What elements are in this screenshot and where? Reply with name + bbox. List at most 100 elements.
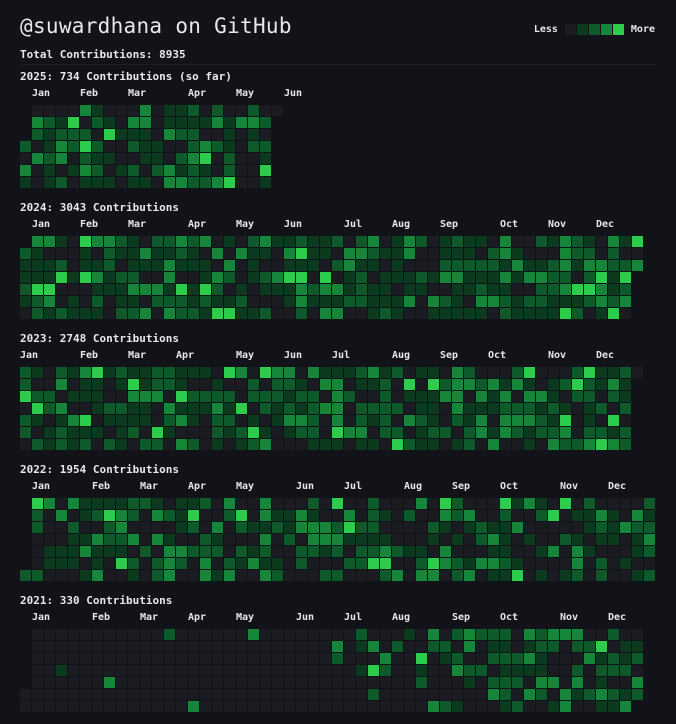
contribution-cell[interactable]	[68, 427, 79, 438]
contribution-cell[interactable]	[584, 427, 595, 438]
contribution-cell[interactable]	[440, 403, 451, 414]
contribution-cell[interactable]	[20, 153, 31, 164]
contribution-cell[interactable]	[464, 653, 475, 664]
contribution-cell[interactable]	[68, 403, 79, 414]
contribution-cell[interactable]	[260, 653, 271, 664]
contribution-cell[interactable]	[32, 570, 43, 581]
contribution-cell[interactable]	[272, 629, 283, 640]
contribution-cell[interactable]	[212, 439, 223, 450]
contribution-cell[interactable]	[164, 629, 175, 640]
contribution-cell[interactable]	[176, 427, 187, 438]
contribution-cell[interactable]	[104, 141, 115, 152]
contribution-cell[interactable]	[212, 689, 223, 700]
contribution-cell[interactable]	[200, 427, 211, 438]
contribution-cell[interactable]	[32, 558, 43, 569]
contribution-cell[interactable]	[572, 689, 583, 700]
contribution-cell[interactable]	[116, 367, 127, 378]
contribution-cell[interactable]	[416, 522, 427, 533]
contribution-cell[interactable]	[20, 427, 31, 438]
contribution-cell[interactable]	[272, 522, 283, 533]
contribution-cell[interactable]	[44, 546, 55, 557]
contribution-cell[interactable]	[524, 236, 535, 247]
contribution-cell[interactable]	[212, 534, 223, 545]
contribution-cell[interactable]	[176, 153, 187, 164]
contribution-cell[interactable]	[548, 522, 559, 533]
contribution-cell[interactable]	[404, 653, 415, 664]
contribution-cell[interactable]	[80, 677, 91, 688]
contribution-cell[interactable]	[332, 641, 343, 652]
contribution-cell[interactable]	[368, 272, 379, 283]
contribution-cell[interactable]	[56, 653, 67, 664]
contribution-cell[interactable]	[164, 284, 175, 295]
contribution-cell[interactable]	[212, 403, 223, 414]
contribution-cell[interactable]	[56, 129, 67, 140]
contribution-cell[interactable]	[248, 129, 259, 140]
contribution-cell[interactable]	[548, 379, 559, 390]
contribution-cell[interactable]	[404, 415, 415, 426]
contribution-cell[interactable]	[188, 415, 199, 426]
contribution-cell[interactable]	[428, 522, 439, 533]
contribution-cell[interactable]	[296, 272, 307, 283]
contribution-cell[interactable]	[500, 522, 511, 533]
contribution-cell[interactable]	[380, 391, 391, 402]
contribution-cell[interactable]	[608, 296, 619, 307]
contribution-cell[interactable]	[512, 308, 523, 319]
contribution-cell[interactable]	[68, 296, 79, 307]
contribution-cell[interactable]	[68, 522, 79, 533]
contribution-cell[interactable]	[344, 498, 355, 509]
contribution-cell[interactable]	[560, 272, 571, 283]
contribution-cell[interactable]	[224, 117, 235, 128]
contribution-cell[interactable]	[92, 689, 103, 700]
contribution-cell[interactable]	[176, 129, 187, 140]
contribution-cell[interactable]	[44, 439, 55, 450]
contribution-cell[interactable]	[296, 665, 307, 676]
contribution-cell[interactable]	[596, 653, 607, 664]
contribution-cell[interactable]	[236, 665, 247, 676]
contribution-cell[interactable]	[476, 284, 487, 295]
contribution-cell[interactable]	[512, 653, 523, 664]
contribution-cell[interactable]	[284, 641, 295, 652]
contribution-cell[interactable]	[380, 367, 391, 378]
contribution-cell[interactable]	[236, 296, 247, 307]
contribution-cell[interactable]	[200, 153, 211, 164]
contribution-cell[interactable]	[560, 403, 571, 414]
contribution-cell[interactable]	[284, 653, 295, 664]
contribution-cell[interactable]	[152, 308, 163, 319]
contribution-cell[interactable]	[620, 534, 631, 545]
contribution-cell[interactable]	[500, 296, 511, 307]
contribution-cell[interactable]	[452, 248, 463, 259]
contribution-cell[interactable]	[596, 248, 607, 259]
contribution-cell[interactable]	[512, 534, 523, 545]
contribution-cell[interactable]	[164, 248, 175, 259]
contribution-cell[interactable]	[632, 629, 643, 640]
contribution-cell[interactable]	[224, 665, 235, 676]
contribution-cell[interactable]	[596, 427, 607, 438]
contribution-cell[interactable]	[380, 629, 391, 640]
contribution-cell[interactable]	[368, 546, 379, 557]
contribution-cell[interactable]	[92, 522, 103, 533]
contribution-cell[interactable]	[176, 260, 187, 271]
contribution-cell[interactable]	[248, 701, 259, 712]
contribution-cell[interactable]	[260, 129, 271, 140]
contribution-cell[interactable]	[284, 391, 295, 402]
contribution-cell[interactable]	[368, 629, 379, 640]
contribution-cell[interactable]	[584, 534, 595, 545]
contribution-cell[interactable]	[284, 403, 295, 414]
contribution-cell[interactable]	[128, 665, 139, 676]
contribution-cell[interactable]	[380, 439, 391, 450]
contribution-cell[interactable]	[128, 439, 139, 450]
contribution-cell[interactable]	[572, 641, 583, 652]
contribution-cell[interactable]	[56, 236, 67, 247]
contribution-cell[interactable]	[512, 665, 523, 676]
contribution-cell[interactable]	[452, 677, 463, 688]
contribution-cell[interactable]	[284, 236, 295, 247]
contribution-cell[interactable]	[404, 665, 415, 676]
contribution-cell[interactable]	[380, 260, 391, 271]
contribution-cell[interactable]	[464, 427, 475, 438]
contribution-cell[interactable]	[428, 439, 439, 450]
contribution-cell[interactable]	[80, 629, 91, 640]
contribution-cell[interactable]	[500, 498, 511, 509]
contribution-cell[interactable]	[44, 689, 55, 700]
contribution-cell[interactable]	[572, 248, 583, 259]
contribution-cell[interactable]	[92, 391, 103, 402]
